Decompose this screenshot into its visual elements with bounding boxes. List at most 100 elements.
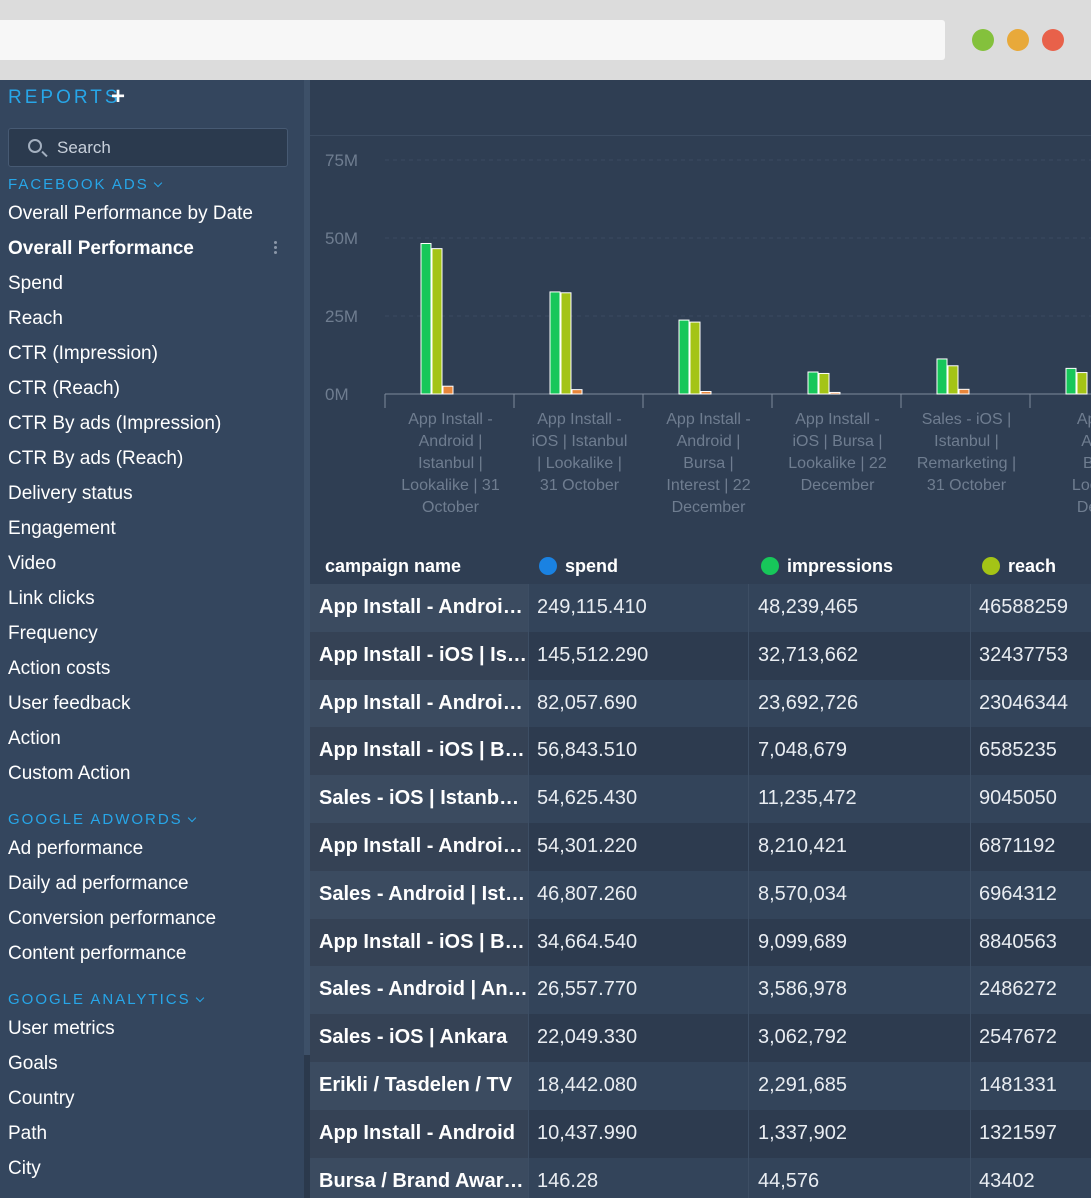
- table-cell-impressions: 9,099,689: [758, 930, 847, 953]
- table-row[interactable]: App Install - Android 10,437.990 1,337,902…: [310, 1109, 1091, 1158]
- table-cell-reach: 43402: [979, 1169, 1035, 1192]
- sidebar-item[interactable]: Overall Performance: [8, 238, 194, 259]
- search-icon: [28, 139, 42, 153]
- x-tick-label: Lookalike | 22: [788, 455, 887, 472]
- sidebar-item[interactable]: Path: [8, 1123, 48, 1144]
- table-cell-impressions: 44,576: [758, 1169, 820, 1192]
- x-tick-label: Istanbul |: [934, 433, 999, 450]
- sidebar-item[interactable]: User feedback: [8, 693, 131, 714]
- table-cell-spend: 145,512.290: [537, 643, 649, 666]
- sidebar-item[interactable]: Video: [8, 553, 57, 574]
- sidebar-item[interactable]: Link clicks: [8, 588, 95, 609]
- chevron-down-icon: [187, 813, 196, 823]
- sidebar-item[interactable]: City: [8, 1158, 41, 1179]
- sidebar-item[interactable]: CTR By ads (Impression): [8, 413, 222, 434]
- table-cell-reach: 6871192: [979, 834, 1056, 857]
- sidebar-item[interactable]: Overall Performance by Date: [8, 203, 253, 224]
- table-row[interactable]: Sales - Android | Istanbul 46,807.260 8,57…: [310, 870, 1091, 919]
- table-row[interactable]: Sales - iOS | Ankara 22,049.330 3,062,792 2…: [310, 1014, 1091, 1062]
- table-row[interactable]: Sales - iOS | Istanbul | Remarketing | 3…: [310, 775, 1091, 823]
- x-tick-label: Lookalike | 31: [401, 477, 500, 494]
- window-close-dot[interactable]: [1042, 29, 1064, 51]
- table-cell-reach: 8840563: [979, 930, 1057, 953]
- column-divider: [748, 584, 749, 1198]
- table-cell-campaign-name: App Install - iOS | Bursa | Lookalike | …: [310, 727, 528, 776]
- search-box[interactable]: [8, 128, 288, 167]
- x-tick-label: December: [672, 499, 746, 516]
- bar-spend: [958, 388, 970, 395]
- sidebar-item[interactable]: Custom Action: [8, 763, 131, 784]
- section-heading-label: GOOGLE ANALYTICS: [8, 991, 191, 1008]
- table-row[interactable]: App Install - Android | Bursa | Interest…: [310, 679, 1091, 728]
- window-maximize-dot[interactable]: [972, 29, 994, 51]
- table-row[interactable]: App Install - Android | Istanbul | Looka…: [310, 584, 1091, 632]
- sidebar-scrollbar[interactable]: [304, 80, 310, 1055]
- x-tick-label: Lookal: [1072, 477, 1091, 494]
- col-header-spend[interactable]: spend: [539, 556, 618, 577]
- section-heading-0[interactable]: FACEBOOK ADS: [8, 176, 162, 193]
- sidebar-item[interactable]: Action costs: [8, 658, 111, 679]
- table-row[interactable]: Sales - Android | Ankara 26,557.770 3,586,…: [310, 966, 1091, 1015]
- bar-spend: [700, 391, 712, 395]
- x-tick-label: And: [1081, 433, 1091, 450]
- x-tick-label: Sales - iOS |: [922, 411, 1012, 428]
- x-tick-label: iOS | Istanbul: [532, 433, 628, 450]
- sidebar-item[interactable]: Engagement: [8, 518, 116, 539]
- x-tick-label: Bur: [1083, 455, 1091, 472]
- col-header-spend-label: spend: [565, 556, 619, 576]
- address-bar[interactable]: [0, 20, 945, 60]
- col-header-reach[interactable]: reach: [982, 556, 1056, 577]
- search-input[interactable]: [57, 138, 277, 158]
- x-tick-label: Bursa |: [683, 455, 733, 472]
- sidebar-item[interactable]: CTR (Impression): [8, 343, 158, 364]
- x-tick-label: Istanbul |: [418, 455, 483, 472]
- add-report-plus-icon[interactable]: +: [111, 83, 126, 110]
- sidebar-item[interactable]: Delivery status: [8, 483, 133, 504]
- sidebar-item[interactable]: Country: [8, 1088, 75, 1109]
- table-row[interactable]: Bursa / Brand Awareness 146.28 44,576 43402: [310, 1157, 1091, 1198]
- table-row[interactable]: Erikli / Tasdelen / TV 18,442.080 2,291,68…: [310, 1061, 1091, 1110]
- sidebar-item[interactable]: Goals: [8, 1053, 58, 1074]
- table-cell-spend: 34,664.540: [537, 930, 638, 953]
- bar-chart-svg: 75M 50M 25M 0M App Install - Android | Istanbu…: [325, 151, 1091, 516]
- x-tick-label: App I: [1077, 411, 1091, 428]
- sidebar-item[interactable]: CTR (Reach): [8, 378, 120, 399]
- y-tick-label: 75M: [325, 151, 358, 170]
- sidebar-item[interactable]: Ad performance: [8, 838, 144, 859]
- sidebar-item[interactable]: Content performance: [8, 943, 187, 964]
- sidebar-item[interactable]: CTR By ads (Reach): [8, 448, 184, 469]
- bar-impressions: [936, 358, 948, 395]
- sidebar-item[interactable]: Conversion performance: [8, 908, 217, 929]
- sidebar-item[interactable]: Frequency: [8, 623, 98, 644]
- table-row[interactable]: App Install - iOS | Bursa 34,664.540 9,099…: [310, 918, 1091, 967]
- col-header-impressions[interactable]: impressions: [761, 556, 893, 577]
- sidebar-item[interactable]: Spend: [8, 273, 63, 294]
- table-cell-reach: 6964312: [979, 882, 1057, 905]
- table-cell-campaign-name: App Install - iOS | Bursa: [310, 918, 528, 967]
- table-row[interactable]: App Install - Android | Developer 54,301.…: [310, 822, 1091, 871]
- x-tick-label: | Lookalike |: [537, 455, 622, 472]
- table-cell-impressions: 3,062,792: [758, 1026, 847, 1049]
- table-row[interactable]: App Install - iOS | Bursa | Lookalike | …: [310, 727, 1091, 776]
- bar-impressions: [807, 371, 819, 395]
- sidebar-item[interactable]: Daily ad performance: [8, 873, 189, 894]
- table-cell-campaign-name: Sales - iOS | Ankara: [310, 1014, 528, 1062]
- section-heading-2[interactable]: GOOGLE ANALYTICS: [8, 991, 204, 1008]
- x-tick-label: 31 October: [540, 477, 620, 494]
- table-row[interactable]: App Install - iOS | Istanbul | Lookalike…: [310, 631, 1091, 680]
- section-heading-1[interactable]: GOOGLE ADWORDS: [8, 811, 196, 828]
- table-cell-spend: 146.28: [537, 1169, 599, 1192]
- table-cell-reach: 1481331: [979, 1073, 1057, 1096]
- more-options-icon[interactable]: [274, 241, 278, 257]
- data-table: App Install - Android | Istanbul | Looka…: [310, 584, 1091, 1198]
- y-tick-label: 25M: [325, 307, 358, 326]
- table-cell-campaign-name: Sales - Android | Istanbul: [310, 870, 528, 919]
- sidebar-item[interactable]: Reach: [8, 308, 63, 329]
- col-header-campaign-name[interactable]: campaign name: [325, 556, 462, 576]
- window-minimize-dot[interactable]: [1007, 29, 1029, 51]
- table-cell-impressions: 1,337,902: [758, 1121, 847, 1144]
- sidebar-item[interactable]: User metrics: [8, 1018, 115, 1039]
- sidebar-item[interactable]: Action: [8, 728, 61, 749]
- table-cell-reach: 32437753: [979, 643, 1068, 666]
- table-cell-spend: 46,807.260: [537, 882, 638, 905]
